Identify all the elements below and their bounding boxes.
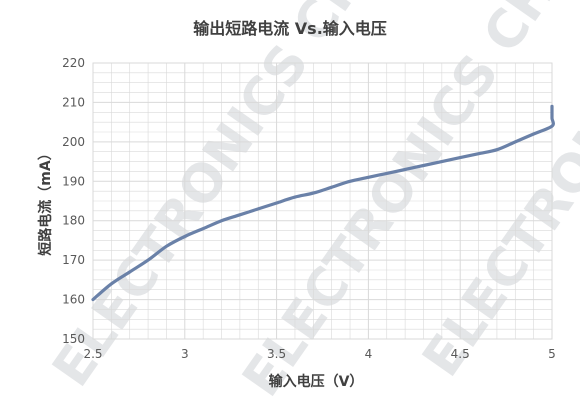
x-tick-label: 5	[548, 347, 556, 361]
x-tick-label: 4	[365, 347, 373, 361]
y-axis-label: 短路电流（mA）	[37, 146, 54, 255]
series-line	[91, 104, 555, 302]
x-tick-label: 3	[181, 347, 189, 361]
y-tick-label: 180	[62, 214, 85, 228]
grid	[92, 62, 553, 340]
x-tick-label: 2.5	[83, 347, 102, 361]
y-tick-label: 150	[62, 332, 85, 346]
x-axis-ticks: 2.5 3 3.5 4 4.5 5	[83, 347, 555, 361]
y-tick-label: 220	[62, 56, 85, 70]
y-tick-label: 190	[62, 174, 85, 188]
chart-title: 输出短路电流 Vs.输入电压	[193, 19, 387, 38]
y-tick-label: 200	[62, 135, 85, 149]
x-axis-label: 输入电压（V）	[269, 373, 364, 390]
y-tick-label: 170	[62, 253, 85, 267]
y-tick-label: 160	[62, 293, 85, 307]
y-axis-ticks: 150 160 170 180 190 200 210 220	[62, 56, 85, 346]
x-tick-label: 3.5	[267, 347, 286, 361]
y-tick-label: 210	[62, 95, 85, 109]
x-tick-label: 4.5	[451, 347, 470, 361]
series-layer	[91, 104, 555, 302]
